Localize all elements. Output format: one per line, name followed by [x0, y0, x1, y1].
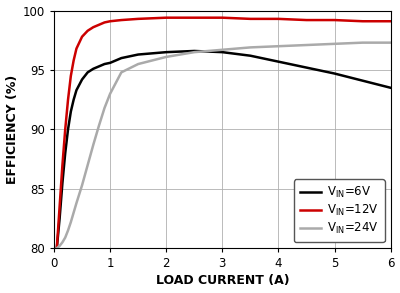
- X-axis label: LOAD CURRENT (A): LOAD CURRENT (A): [156, 275, 289, 287]
- Legend: $\mathsf{V_{IN}}$=6V, $\mathsf{V_{IN}}$=12V, $\mathsf{V_{IN}}$=24V: $\mathsf{V_{IN}}$=6V, $\mathsf{V_{IN}}$=…: [294, 179, 385, 242]
- Y-axis label: EFFICIENCY (%): EFFICIENCY (%): [6, 75, 18, 184]
